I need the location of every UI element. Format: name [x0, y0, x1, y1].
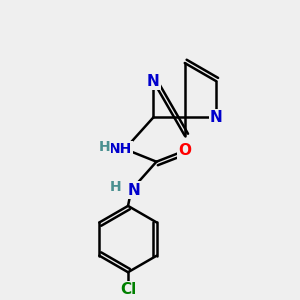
Text: H: H [98, 140, 110, 154]
Text: N: N [210, 110, 223, 125]
Text: H: H [110, 180, 121, 194]
Text: O: O [178, 143, 191, 158]
Text: N: N [147, 74, 160, 89]
Text: N: N [128, 183, 141, 198]
Text: Cl: Cl [120, 282, 136, 297]
Text: NH: NH [109, 142, 132, 156]
